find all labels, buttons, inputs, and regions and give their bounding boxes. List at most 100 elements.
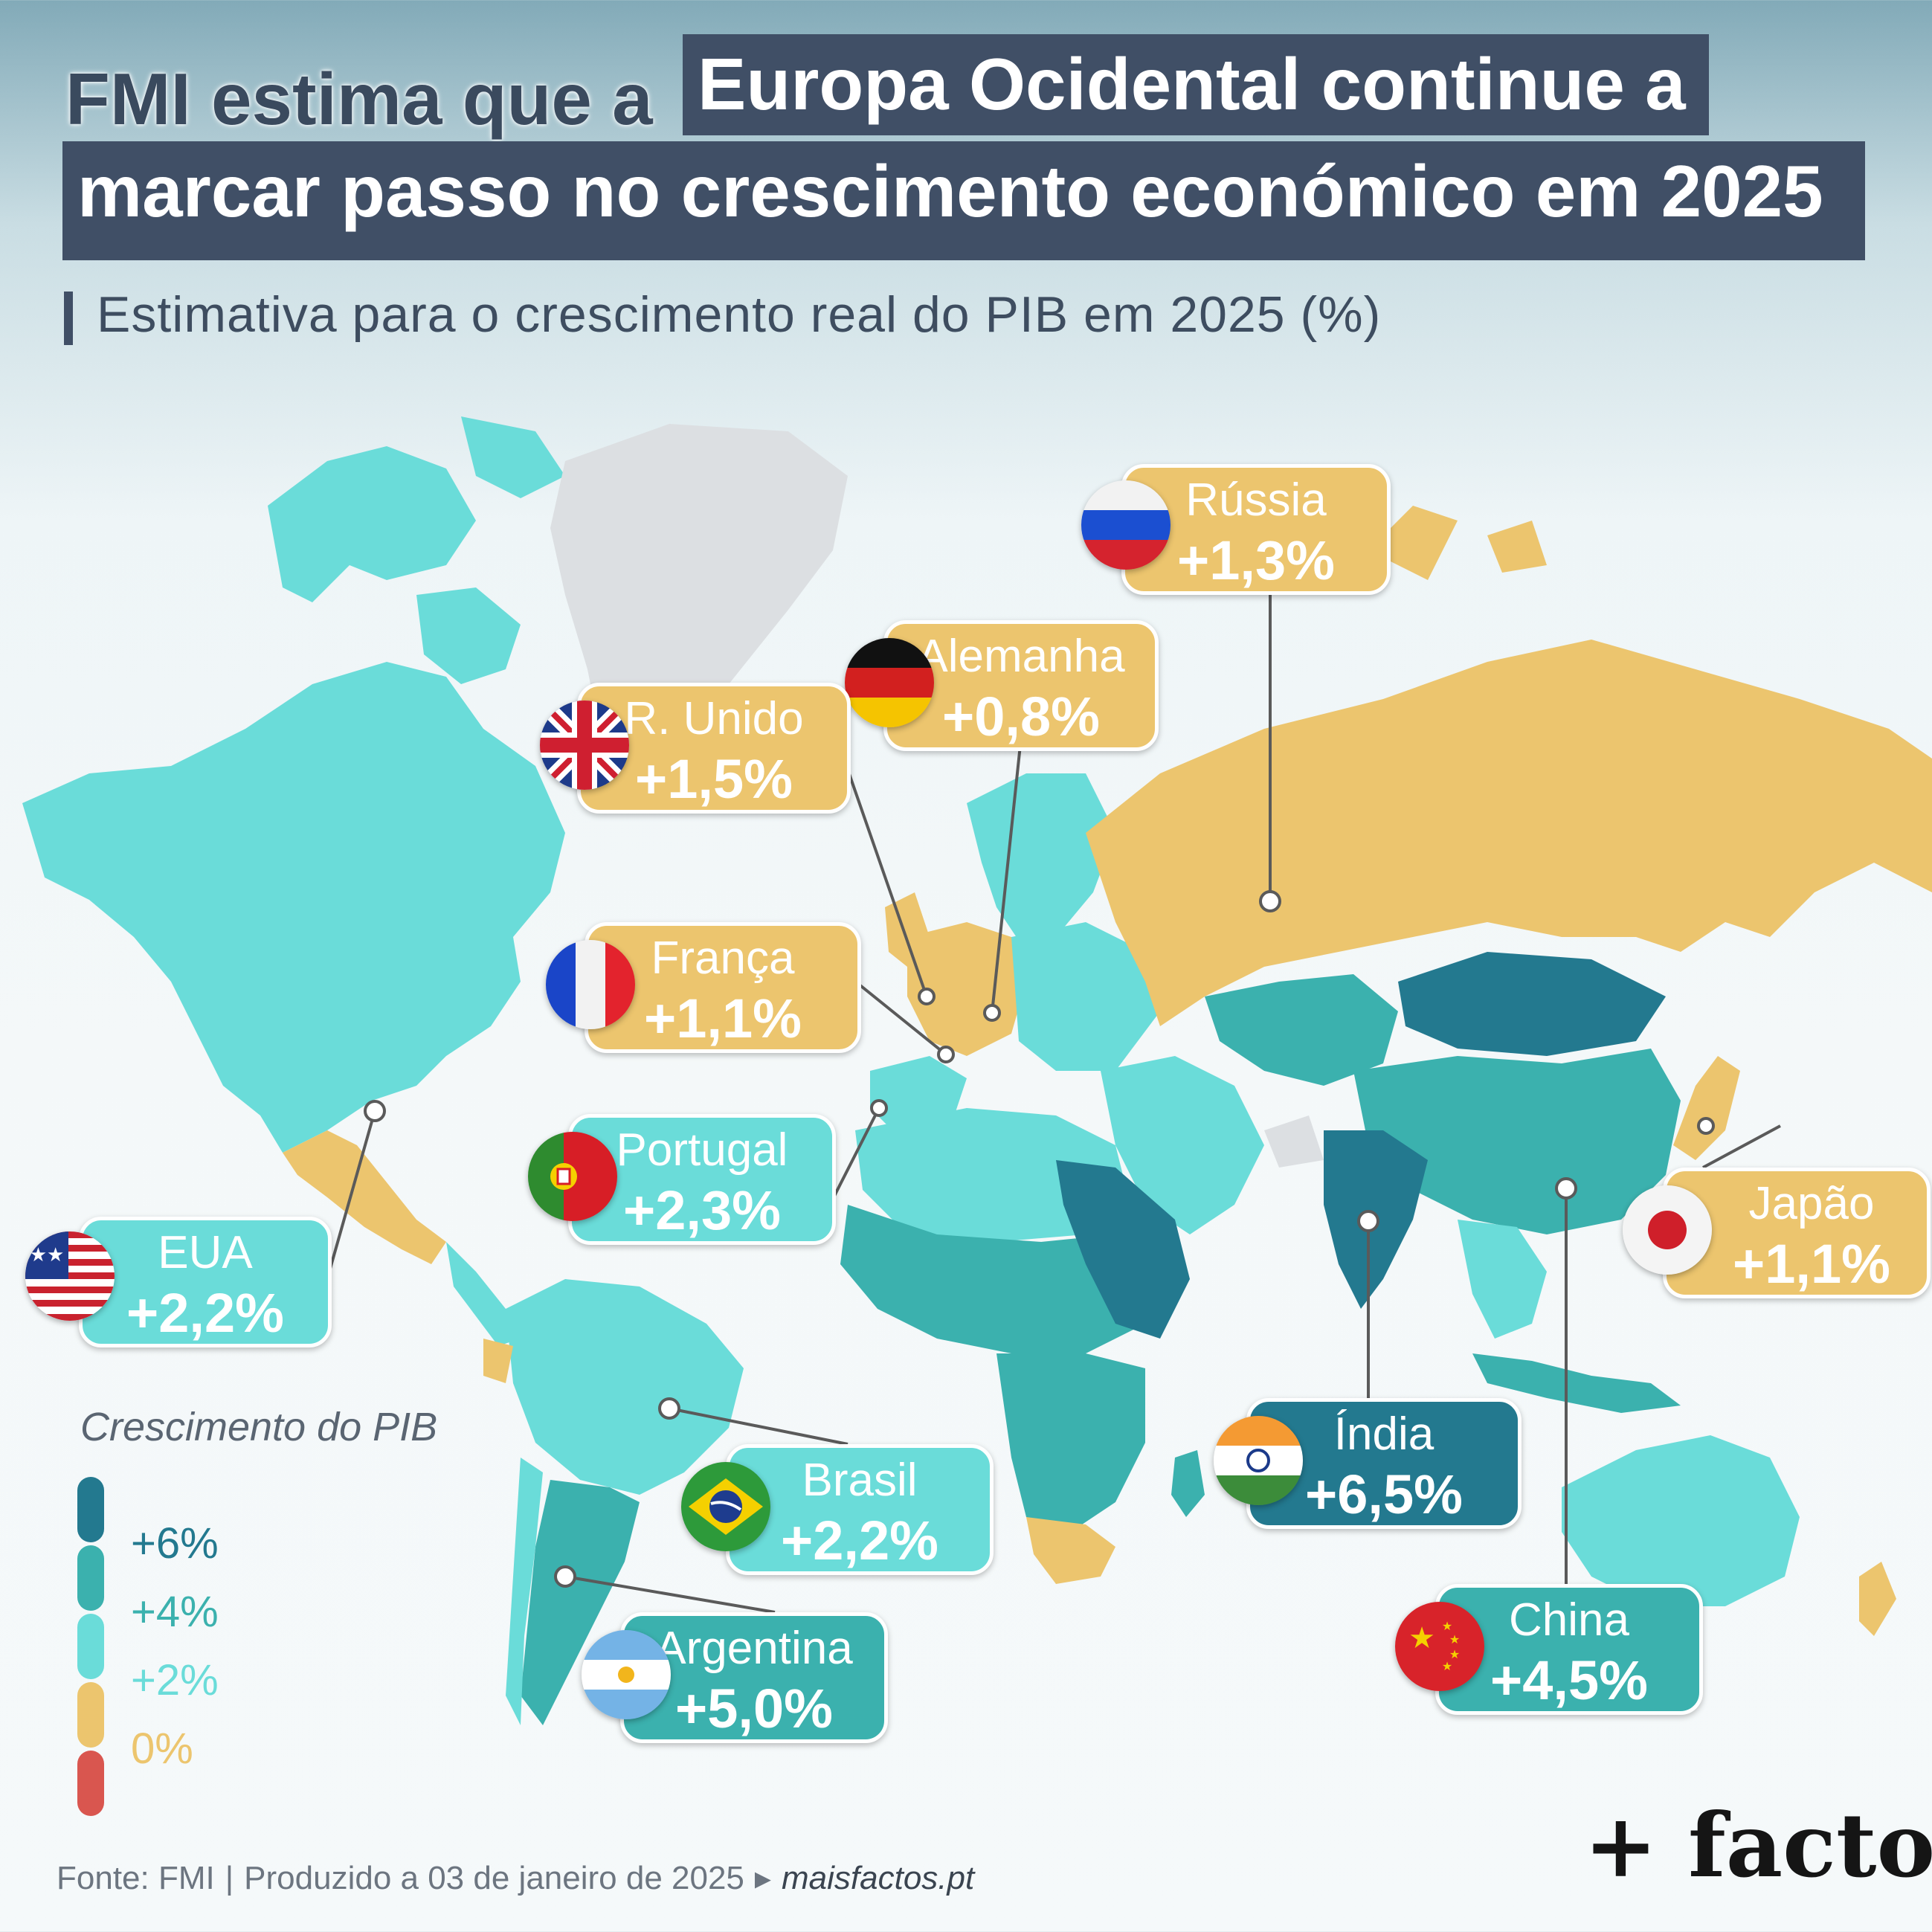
middle-east <box>1101 1056 1264 1234</box>
subtitle-accent-bar <box>64 292 73 345</box>
portugal-flag-icon <box>528 1132 617 1221</box>
france-flag-icon <box>546 940 635 1029</box>
germany-flag-icon <box>845 638 934 727</box>
title-line-1-part-a: FMI estima que a <box>65 58 653 140</box>
country-name: Brasil <box>802 1455 918 1506</box>
indonesia-islands <box>1472 1353 1681 1413</box>
russia-landmass <box>1086 640 1932 1026</box>
legend-label-0: 0% <box>131 1725 193 1773</box>
legend-label-4: +4% <box>131 1588 219 1636</box>
footer-site-link[interactable]: maisfactos.pt <box>782 1860 975 1896</box>
iberia <box>870 1056 967 1130</box>
madagascar <box>1171 1450 1205 1517</box>
china-landmass <box>1353 1049 1681 1234</box>
legend-swatch-red <box>77 1751 104 1816</box>
japan-islands <box>1673 1056 1740 1160</box>
afghanistan-no-data <box>1264 1115 1324 1168</box>
argentina-marker <box>554 1565 576 1588</box>
canada-usa-landmass <box>22 662 565 1153</box>
title-line-2-highlight: marcar passo no crescimento económico em… <box>62 141 1865 260</box>
legend-swatch-dark <box>77 1477 104 1542</box>
usa-marker <box>364 1100 386 1122</box>
country-name: Índia <box>1333 1408 1434 1460</box>
svg-text:★★: ★★ <box>30 1244 65 1266</box>
ecuador-area <box>483 1339 513 1383</box>
country-name: Portugal <box>616 1124 788 1176</box>
country-name: Japão <box>1748 1178 1875 1229</box>
svg-text:★: ★ <box>1408 1621 1435 1655</box>
title-line-1-highlight-text: Europa Ocidental continue a <box>698 43 1686 125</box>
gdp-growth-value: +4,5% <box>1490 1649 1648 1711</box>
china-flag-icon: ★ ★ ★ ★ ★ <box>1395 1602 1484 1691</box>
subtitle: Estimativa para o crescimento real do PI… <box>97 286 1382 343</box>
country-name: França <box>651 933 795 984</box>
footer-source: Fonte: FMI <box>57 1860 215 1896</box>
gdp-growth-value: +6,5% <box>1305 1464 1463 1525</box>
south-america-north <box>506 1279 744 1495</box>
title-line-2-text: marcar passo no crescimento económico em… <box>77 150 1823 232</box>
legend-swatch-light <box>77 1614 104 1679</box>
world-map <box>22 416 1932 1725</box>
legend-swatch-mid <box>77 1545 104 1611</box>
uk-marker <box>918 988 936 1005</box>
germany-marker <box>983 1004 1001 1022</box>
brazil-marker <box>658 1397 680 1420</box>
gdp-growth-value: +5,0% <box>675 1678 833 1739</box>
callout-portugal: Portugal +2,3% <box>568 1114 836 1245</box>
gdp-growth-value: +2,3% <box>623 1179 781 1241</box>
callout-usa: EUA +2,2% <box>79 1217 332 1347</box>
callout-india: Índia +6,5% <box>1246 1398 1522 1529</box>
france-marker <box>937 1046 955 1063</box>
brand-logo: + factos <box>1584 1794 1932 1897</box>
title-line-1-highlight: Europa Ocidental continue a <box>683 34 1709 135</box>
gdp-growth-value: +2,2% <box>126 1282 284 1344</box>
mongolia-china-north <box>1398 952 1666 1056</box>
southern-africa <box>1026 1517 1115 1584</box>
play-arrow-icon: ▸ <box>754 1860 771 1896</box>
uk-flag-icon <box>540 701 629 790</box>
india-flag-icon <box>1214 1416 1303 1505</box>
usa-flag-icon: ★★ <box>25 1231 115 1321</box>
legend-label-6: +6% <box>131 1519 219 1568</box>
eastern-europe <box>1011 922 1160 1071</box>
callout-brazil: Brasil +2,2% <box>726 1444 994 1575</box>
legend-title: Crescimento do PIB <box>80 1405 438 1449</box>
country-name: China <box>1509 1594 1629 1646</box>
arctic-islands <box>268 416 565 684</box>
south-america-south <box>521 1480 640 1725</box>
russia-flag-icon <box>1081 480 1171 570</box>
gdp-growth-value: +1,5% <box>635 748 793 810</box>
gdp-growth-value: +1,3% <box>1177 529 1335 591</box>
svg-text:★: ★ <box>1442 1659 1452 1673</box>
china-marker <box>1555 1177 1577 1200</box>
chile-strip <box>506 1458 543 1725</box>
new-zealand <box>1859 1562 1896 1636</box>
portugal-marker <box>870 1099 888 1117</box>
svg-text:★: ★ <box>1442 1619 1452 1633</box>
central-south-africa <box>996 1353 1145 1532</box>
central-asia <box>1205 974 1398 1086</box>
gdp-growth-value: +0,8% <box>942 686 1100 747</box>
country-name: Argentina <box>655 1623 853 1674</box>
east-africa <box>1056 1160 1190 1339</box>
north-africa <box>855 1108 1130 1242</box>
country-name: EUA <box>158 1227 253 1278</box>
footer-divider: | <box>225 1860 234 1896</box>
svg-text:★: ★ <box>1449 1647 1460 1661</box>
southeast-asia <box>1458 1220 1547 1339</box>
gdp-growth-value: +1,1% <box>1733 1233 1890 1295</box>
callout-china: China +4,5% <box>1435 1584 1703 1715</box>
svg-text:★: ★ <box>1449 1632 1460 1646</box>
russia-arctic-islands <box>1368 506 1547 580</box>
brazil-flag-icon <box>681 1462 770 1551</box>
japan-marker <box>1697 1117 1715 1135</box>
india-marker <box>1357 1210 1379 1232</box>
australia-landmass <box>1562 1435 1800 1606</box>
footer: Fonte: FMI | Produzido a 03 de janeiro de … <box>57 1859 974 1897</box>
russia-marker <box>1259 890 1281 912</box>
japan-flag-icon <box>1623 1185 1712 1275</box>
gdp-growth-value: +2,2% <box>781 1510 938 1571</box>
country-name: Rússia <box>1185 474 1327 526</box>
country-name: Alemanha <box>917 631 1125 682</box>
